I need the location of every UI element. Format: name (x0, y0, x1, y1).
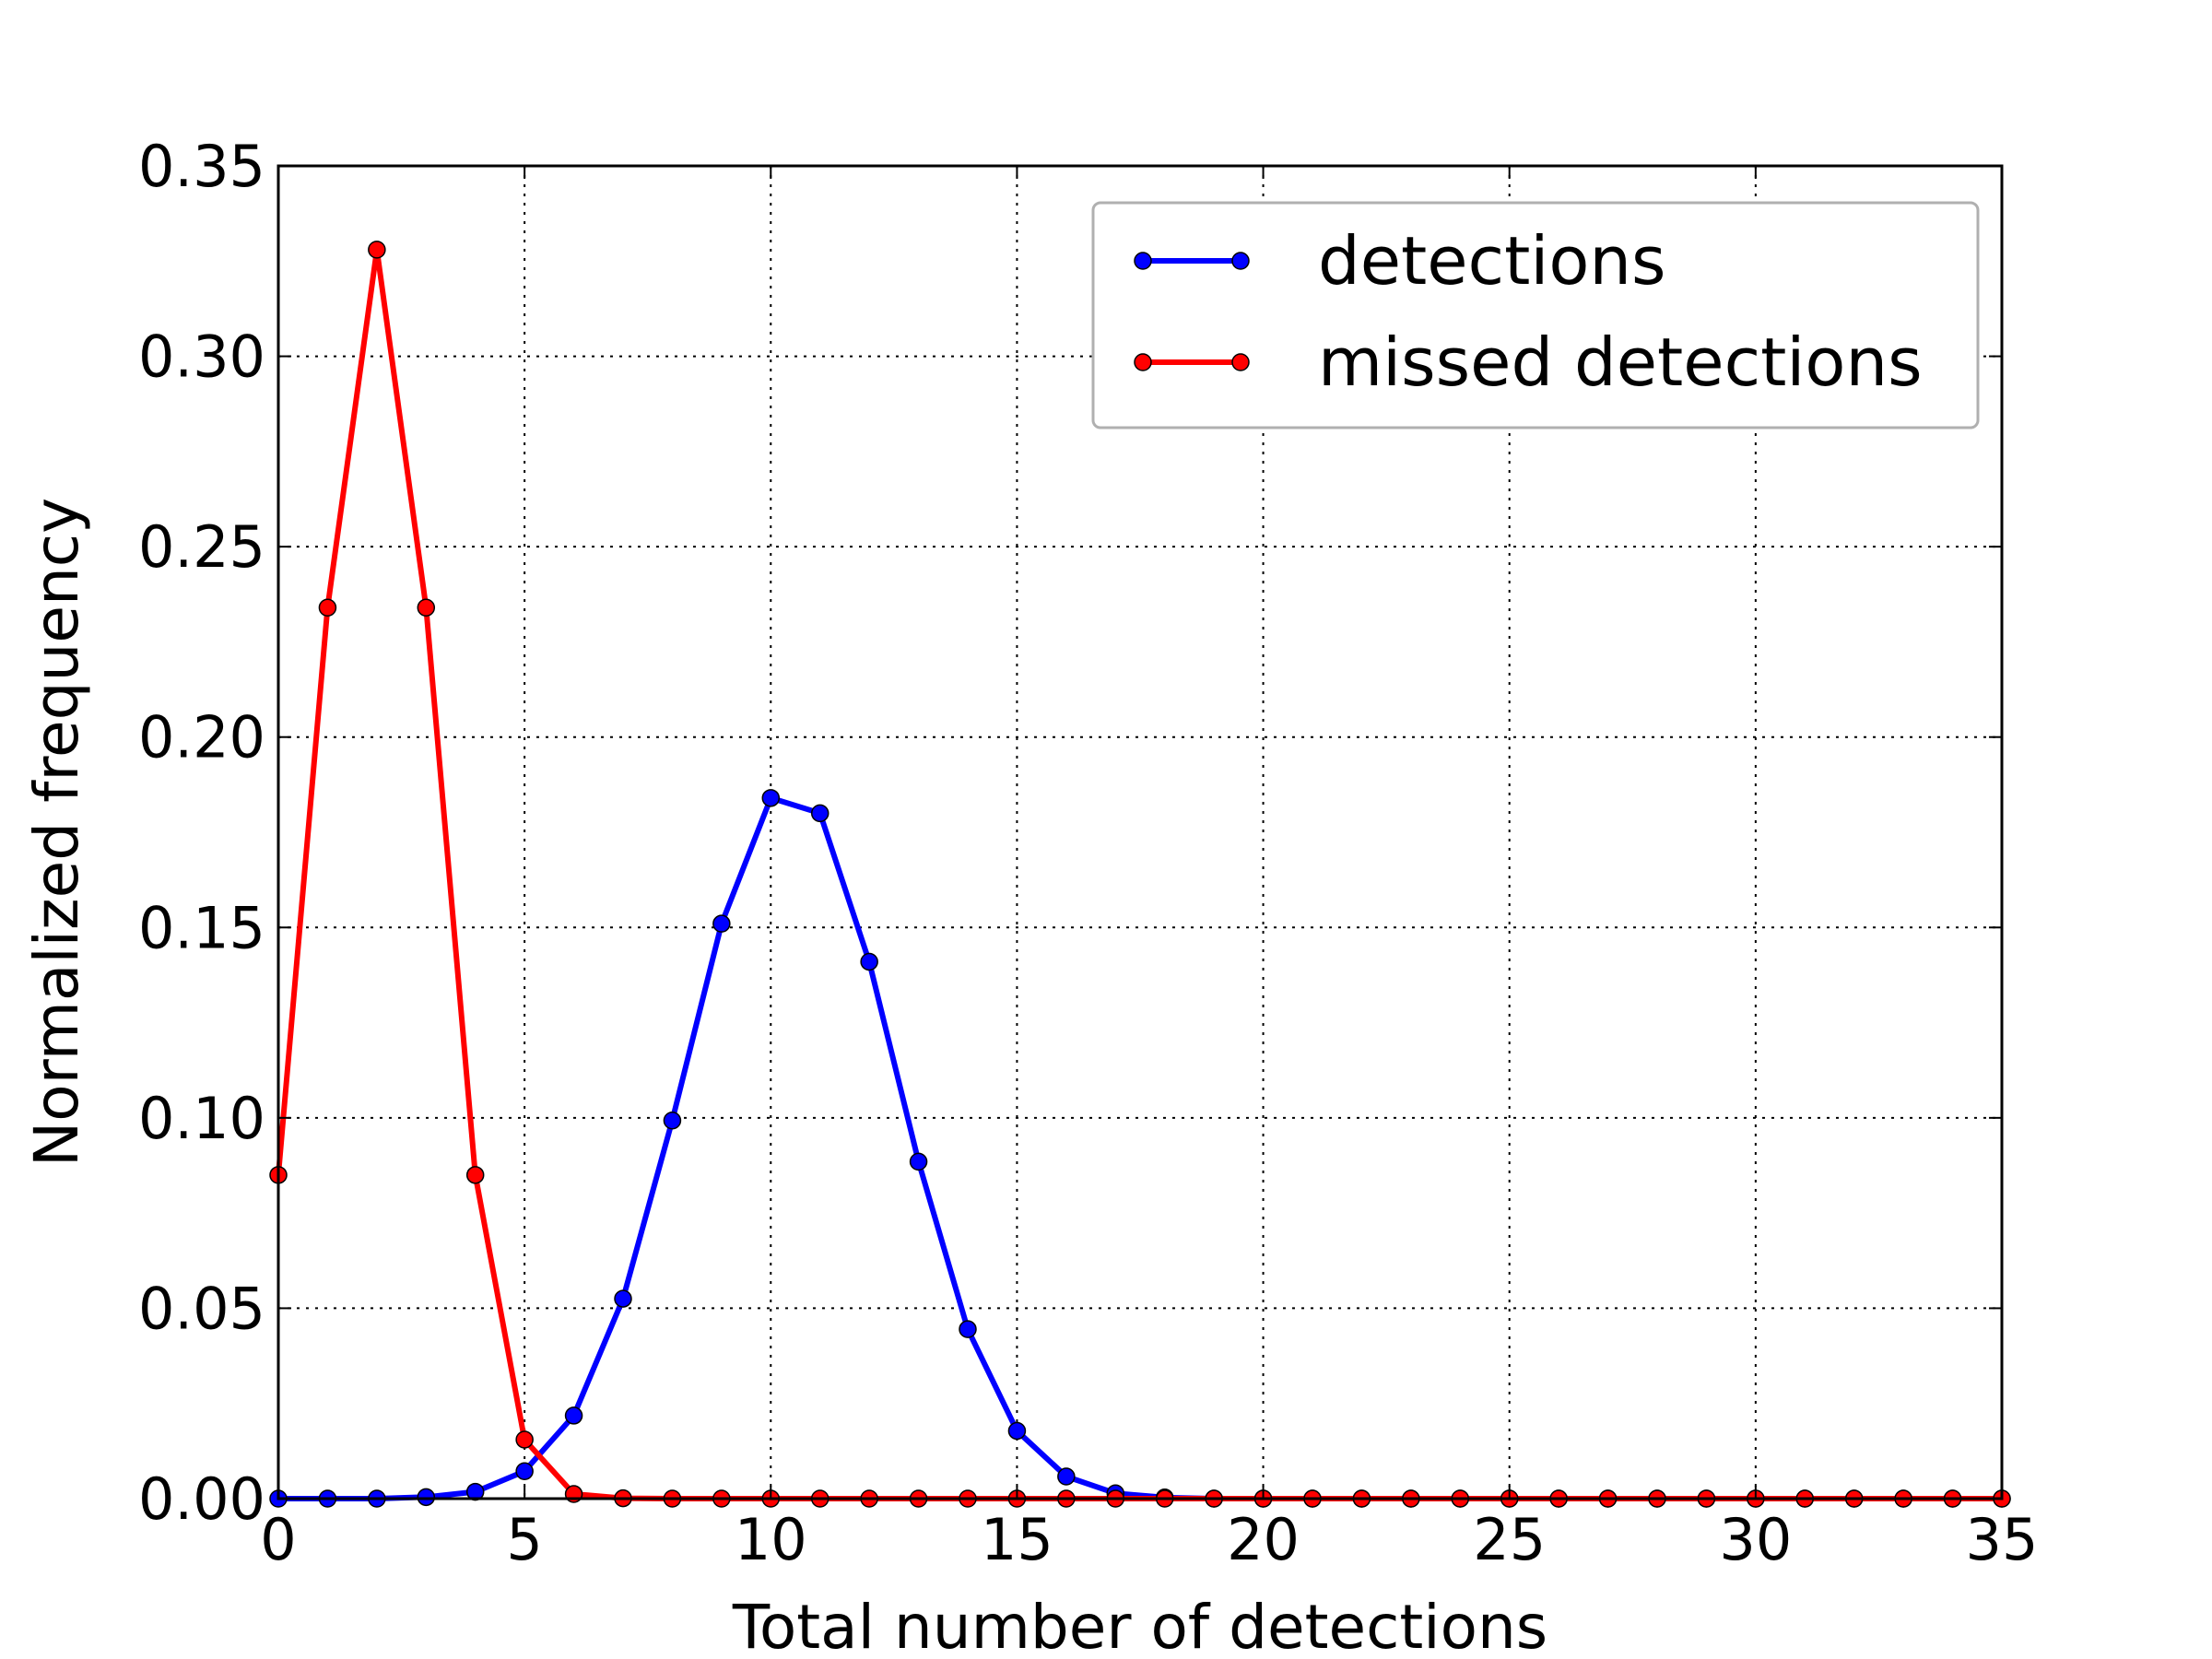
x-tick-label: 0 (260, 1506, 296, 1573)
legend-marker-dot (1134, 252, 1152, 270)
data-point (368, 241, 386, 259)
data-point (318, 598, 337, 617)
data-point (959, 1320, 977, 1338)
ticks: 0 5 10 15 20 25 30 35 0.00 0.05 0.10 0.15 0.20 0.25 0.… (138, 133, 2039, 1573)
data-point (810, 804, 830, 823)
y-tick-label: 0.30 (138, 324, 265, 391)
data-point (860, 952, 878, 971)
y-tick-label: 0.10 (138, 1085, 265, 1152)
y-tick-label: 0.25 (138, 513, 265, 581)
y-tick-label: 0.15 (138, 894, 265, 961)
x-tick-label: 20 (1227, 1506, 1300, 1573)
data-point (515, 1462, 534, 1481)
data-point (761, 789, 781, 807)
y-axis-label: Normalized frequency (21, 498, 92, 1167)
x-tick-label: 30 (1719, 1506, 1792, 1573)
legend: detections missed detections (1091, 201, 1980, 429)
data-point (1007, 1421, 1027, 1441)
legend-label: detections (1318, 222, 1666, 300)
data-point (465, 1482, 485, 1501)
x-axis-label: Total number of detections (732, 1592, 1547, 1659)
data-point (712, 914, 731, 933)
legend-marker-dot (1231, 353, 1250, 371)
data-point (909, 1152, 928, 1171)
x-tick-label: 5 (506, 1506, 542, 1573)
y-tick-label: 0.35 (138, 133, 265, 200)
x-tick-label: 15 (981, 1506, 1053, 1573)
data-point (515, 1430, 534, 1449)
data-point (564, 1406, 583, 1425)
data-point (465, 1166, 485, 1184)
y-tick-label: 0.05 (138, 1275, 265, 1342)
legend-label: missed detections (1318, 324, 1923, 401)
x-tick-label: 35 (1966, 1506, 2039, 1573)
x-tick-label: 25 (1473, 1506, 1546, 1573)
x-tick-label: 10 (735, 1506, 807, 1573)
y-tick-label: 0.20 (138, 704, 265, 771)
data-point (417, 598, 436, 617)
data-point (1057, 1467, 1076, 1486)
data-point (417, 1488, 436, 1507)
legend-marker-dot (1134, 353, 1152, 371)
legend-box (1091, 201, 1980, 429)
legend-marker-dot (1231, 252, 1250, 270)
data-point (663, 1111, 682, 1130)
plot-frame (276, 164, 2004, 1500)
y-tick-label: 0.00 (138, 1465, 265, 1533)
data-point (614, 1289, 632, 1308)
